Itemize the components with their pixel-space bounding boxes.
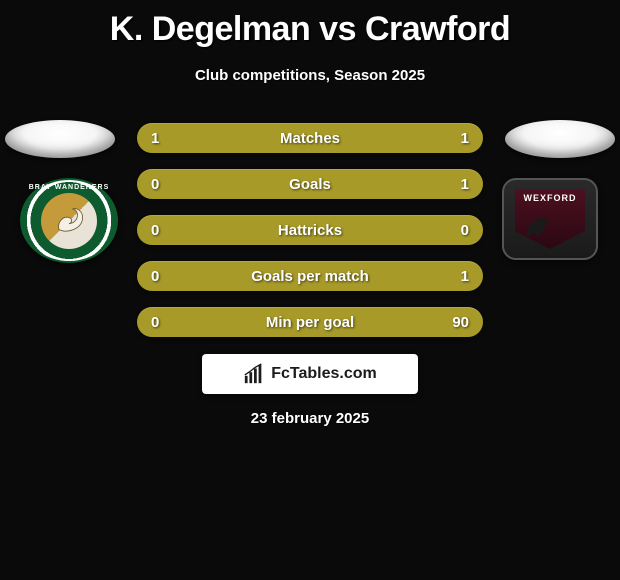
stat-row: 0 Goals per match 1	[137, 261, 483, 291]
stat-row: 0 Min per goal 90	[137, 307, 483, 337]
stat-label: Matches	[280, 130, 340, 147]
team-right-name: WEXFORD	[524, 193, 577, 203]
stat-row: 0 Goals 1	[137, 169, 483, 199]
player-left-avatar	[5, 120, 115, 158]
lion-icon	[523, 211, 559, 241]
stat-right-value: 0	[461, 222, 469, 239]
stat-label: Min per goal	[266, 314, 354, 331]
stat-right-value: 90	[452, 314, 469, 331]
stat-left-value: 0	[151, 314, 159, 331]
subtitle: Club competitions, Season 2025	[0, 67, 620, 84]
page-title: K. Degelman vs Crawford	[0, 0, 620, 49]
team-right-badge: WEXFORD	[502, 178, 598, 260]
stat-right-value: 1	[461, 176, 469, 193]
team-left-name: BRAY WANDERERS	[29, 184, 110, 191]
chart-icon	[243, 363, 265, 385]
date-text: 23 february 2025	[251, 410, 369, 427]
brand-card: FcTables.com	[202, 354, 418, 394]
stat-label: Hattricks	[278, 222, 342, 239]
stat-left-value: 0	[151, 268, 159, 285]
stat-left-value: 1	[151, 130, 159, 147]
stat-row: 1 Matches 1	[137, 123, 483, 153]
stat-left-value: 0	[151, 176, 159, 193]
swan-icon	[52, 204, 86, 238]
stat-left-value: 0	[151, 222, 159, 239]
stat-label: Goals	[289, 176, 331, 193]
stat-right-value: 1	[461, 130, 469, 147]
stat-label: Goals per match	[251, 268, 369, 285]
team-left-badge: BRAY WANDERERS	[20, 178, 118, 263]
stat-right-value: 1	[461, 268, 469, 285]
stat-row: 0 Hattricks 0	[137, 215, 483, 245]
stats-container: 1 Matches 1 0 Goals 1 0 Hattricks 0 0 Goals per ma…	[137, 123, 483, 337]
brand-text: FcTables.com	[271, 365, 377, 383]
player-right-avatar	[505, 120, 615, 158]
